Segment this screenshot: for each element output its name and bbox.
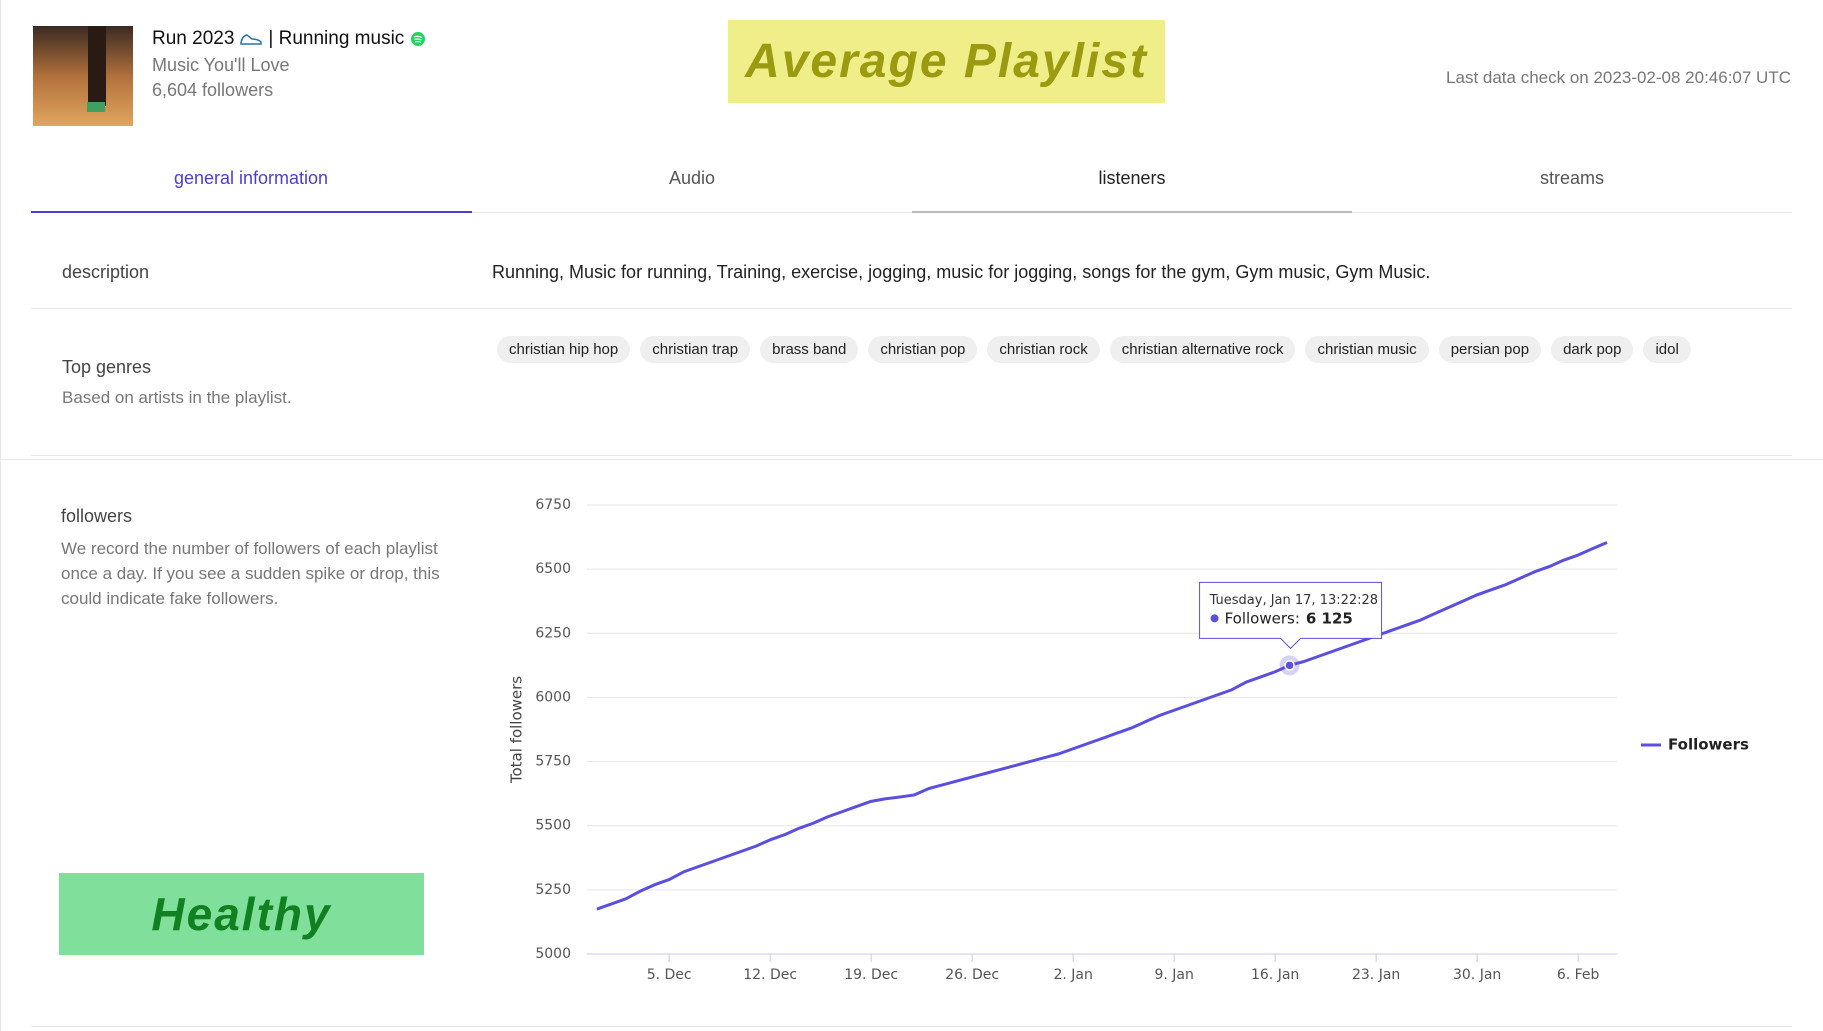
left-border — [0, 0, 1, 1031]
y-tick-label: 5750 — [535, 754, 571, 770]
followers-label: followers — [61, 506, 133, 526]
x-tick-label: 19. Dec — [844, 967, 898, 983]
x-tick-label: 16. Jan — [1251, 967, 1299, 983]
tab[interactable]: listeners — [1098, 168, 1166, 188]
x-tick-label: 23. Jan — [1352, 967, 1400, 983]
health-badge: Healthy — [59, 873, 424, 955]
playlist-title: Run 2023 | Running music — [152, 28, 426, 50]
genre-chip[interactable]: christian pop — [868, 336, 978, 363]
genre-chip[interactable]: christian alternative rock — [1109, 336, 1296, 363]
y-tick-label: 6000 — [535, 689, 571, 705]
tooltip-label: Followers: — [1225, 609, 1300, 627]
tooltip-line: Followers: 6 125 — [1225, 609, 1353, 627]
genre-chip[interactable]: persian pop — [1438, 336, 1542, 363]
genre-chip[interactable]: idol — [1643, 336, 1691, 363]
title-text: Run 2023 — [152, 28, 235, 49]
description-text: Running, Music for running, Training, ex… — [492, 262, 1431, 282]
playlist-subtitle: Music You'll Love — [152, 55, 290, 75]
shoe-icon — [240, 34, 263, 45]
title-suffix: | Running music — [268, 28, 405, 49]
hover-point — [1284, 660, 1295, 671]
x-tick-label: 2. Jan — [1053, 967, 1092, 983]
x-tick-label: 9. Jan — [1154, 967, 1193, 983]
tab[interactable]: Audio — [668, 168, 716, 188]
y-tick-label: 5000 — [535, 946, 571, 962]
playlist-badge: Average Playlist — [728, 20, 1165, 103]
y-tick-label: 5500 — [535, 818, 571, 834]
hover-tab-underline — [912, 211, 1352, 213]
genres-sublabel: Based on artists in the playlist. — [62, 388, 292, 407]
divider — [31, 455, 1792, 456]
tooltip-value: 6 125 — [1306, 609, 1353, 627]
genres-label: Top genres — [62, 357, 152, 377]
tab-divider — [31, 212, 1792, 213]
spotify-icon — [411, 32, 426, 46]
playlist-cover — [33, 26, 133, 126]
x-tick-label: 5. Dec — [647, 967, 692, 983]
genre-chip[interactable]: christian music — [1305, 336, 1429, 363]
last-check: Last data check on 2023-02-08 20:46:07 U… — [1446, 68, 1791, 87]
x-tick-label: 12. Dec — [743, 967, 797, 983]
genre-chip[interactable]: dark pop — [1551, 336, 1634, 363]
tooltip-title: Tuesday, Jan 17, 13:22:28 — [1209, 593, 1379, 608]
tab[interactable]: streams — [1539, 168, 1604, 188]
y-tick-label: 6750 — [535, 497, 571, 513]
y-axis-title: Total followers — [508, 676, 526, 784]
followers-text: We record the number of followers of eac… — [61, 539, 440, 608]
genre-chip[interactable]: christian trap — [640, 336, 751, 363]
y-tick-label: 5250 — [535, 882, 571, 898]
x-tick-label: 26. Dec — [945, 967, 999, 983]
legend-label: Followers — [1668, 736, 1749, 754]
tab[interactable]: general information — [173, 168, 329, 188]
genre-chip[interactable]: christian hip hop — [497, 336, 631, 363]
genre-chip[interactable]: christian rock — [987, 336, 1100, 363]
x-tick-label: 6. Feb — [1557, 967, 1600, 983]
active-tab-underline — [31, 211, 472, 213]
divider — [31, 1026, 1792, 1027]
y-tick-label: 6500 — [535, 561, 571, 577]
description-label: description — [62, 262, 150, 282]
genre-chip[interactable]: brass band — [760, 336, 859, 363]
tooltip-box — [1199, 581, 1383, 650]
tooltip-dot — [1210, 614, 1219, 623]
divider — [31, 308, 1792, 309]
divider — [0, 459, 1823, 460]
x-tick-label: 30. Jan — [1453, 967, 1501, 983]
y-tick-label: 6250 — [535, 625, 571, 641]
genre-list: christian hip hop christian trap brass ban… — [497, 336, 1787, 371]
playlist-followers: 6,604 followers — [152, 80, 274, 100]
line — [596, 541, 1608, 911]
